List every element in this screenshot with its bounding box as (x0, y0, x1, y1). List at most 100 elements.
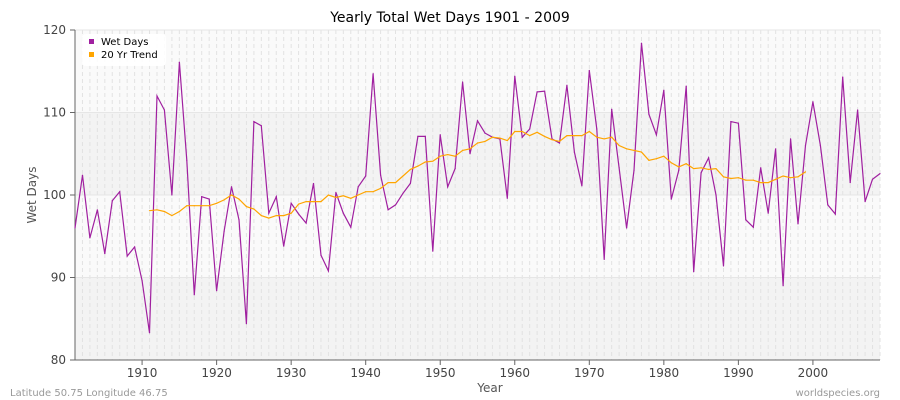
wet-days-point (752, 226, 754, 228)
x-tick-label: 1950 (425, 366, 456, 380)
wet-days-point (283, 245, 285, 247)
trend-point (163, 210, 166, 213)
background-band (75, 30, 880, 113)
trend-point (700, 167, 702, 169)
wet-days-point (760, 167, 762, 169)
wet-days-point (611, 108, 613, 110)
wet-days-point (700, 172, 702, 174)
trend-point (357, 194, 359, 196)
wet-days-point (201, 196, 203, 198)
wet-days-point (842, 76, 844, 78)
wet-days-point (134, 246, 136, 248)
wet-days-point (461, 81, 464, 83)
trend-point (320, 201, 322, 203)
wet-days-point (693, 271, 695, 273)
wet-days-point (640, 42, 643, 44)
wet-days-point (298, 213, 300, 215)
background-band (75, 112, 880, 195)
wet-days-point (484, 132, 486, 134)
wet-days-point (365, 175, 367, 177)
wet-days-point (126, 255, 128, 257)
wet-days-point (588, 69, 590, 72)
wet-days-point (156, 95, 158, 97)
y-tick-label: 120 (43, 23, 66, 37)
trend-point (342, 195, 344, 197)
wet-days-point (275, 196, 277, 198)
x-tick-label: 1910 (127, 366, 158, 380)
wet-days-point (514, 75, 516, 77)
trend-point (573, 135, 575, 137)
trend-point (454, 155, 456, 157)
wet-days-point (819, 144, 821, 147)
wet-days-point (596, 128, 598, 130)
trend-point (529, 135, 531, 137)
trend-point (737, 177, 739, 179)
wet-days-point (678, 169, 680, 171)
wet-days-point (216, 290, 218, 292)
wet-days-point (357, 186, 359, 188)
trend-point (238, 198, 240, 200)
wet-days-point (163, 109, 166, 111)
wet-days-point (797, 223, 799, 225)
trend-point (588, 130, 590, 133)
trend-point (178, 210, 180, 213)
wet-days-point (566, 84, 568, 86)
trend-point (305, 201, 307, 203)
wet-days-point (737, 122, 739, 124)
wet-days-point (469, 153, 471, 155)
y-tick-label: 100 (43, 188, 66, 202)
trend-point (208, 205, 210, 207)
wet-days-point (707, 157, 710, 159)
wet-days-point (268, 212, 270, 214)
wet-days-point (715, 194, 717, 196)
trend-point (260, 215, 262, 217)
wet-days-point (625, 227, 628, 229)
trend-point (655, 158, 657, 160)
wet-days-point (230, 186, 233, 188)
wet-days-point (96, 209, 98, 211)
x-tick-label: 1980 (649, 366, 680, 380)
trend-point (558, 140, 561, 142)
trend-point (402, 175, 404, 177)
trend-point (514, 130, 516, 133)
wet-days-point (402, 192, 404, 194)
wet-days-point (618, 167, 620, 169)
trend-point (253, 208, 255, 210)
trend-point (543, 135, 546, 138)
trend-point (461, 149, 464, 152)
wet-days-point (871, 178, 874, 180)
x-tick-label: 1930 (276, 366, 307, 380)
trend-point (506, 139, 508, 142)
x-tick-label: 1940 (350, 366, 381, 380)
wet-days-point (208, 198, 210, 200)
wet-days-point (648, 113, 650, 115)
trend-point (782, 175, 784, 177)
trend-point (722, 176, 725, 178)
trend-point (603, 138, 605, 140)
trend-point (521, 130, 523, 133)
trend-point (476, 142, 479, 144)
trend-point (447, 153, 449, 156)
wet-days-point (529, 128, 531, 130)
legend-label-wet-days: Wet Days (101, 37, 149, 48)
trend-point (663, 155, 665, 157)
trend-point (298, 203, 300, 205)
wet-days-point (387, 209, 389, 211)
trend-point (596, 136, 598, 138)
legend-label-trend: 20 Yr Trend (101, 50, 158, 61)
trend-point (670, 162, 672, 164)
wet-days-point (372, 73, 374, 75)
wet-days-point (111, 200, 113, 202)
wet-days-point (655, 134, 657, 136)
wet-days-point (633, 169, 635, 171)
trend-point (484, 140, 486, 142)
trend-point (335, 196, 337, 199)
wet-days-point (543, 90, 546, 92)
trend-point (275, 215, 277, 217)
wet-days-point (536, 91, 538, 93)
trend-point (566, 135, 568, 137)
wet-days-point (312, 182, 315, 185)
wet-days-point (104, 252, 106, 255)
wet-days-point (327, 270, 330, 272)
